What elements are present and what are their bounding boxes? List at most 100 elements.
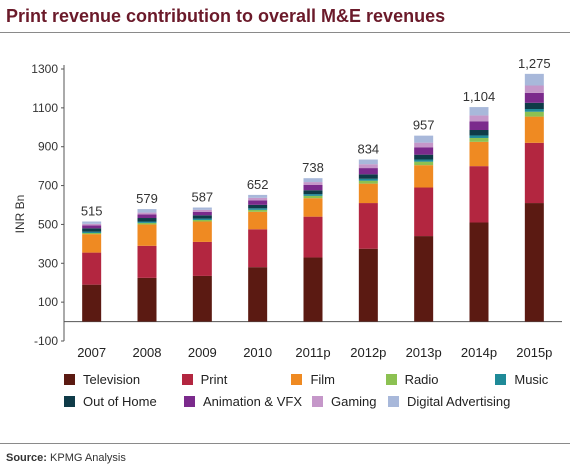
bar-segment [414, 135, 434, 143]
legend-item: Radio [385, 372, 496, 387]
bar-segment [82, 225, 102, 229]
y-tick-label: 1300 [31, 62, 58, 76]
bar-segment [82, 232, 102, 235]
bar-segment [358, 248, 378, 322]
bar-segment [524, 85, 544, 93]
bar-segment [469, 137, 489, 142]
bar-segment [248, 209, 268, 212]
legend-item: Digital Advertising [388, 394, 538, 409]
legend-swatch [181, 373, 193, 385]
bar-segment [137, 218, 157, 222]
legend-swatch [64, 395, 75, 407]
bar-segment [469, 115, 489, 122]
bar-segment [82, 228, 102, 232]
bar-segment [414, 142, 434, 148]
total-label: 834 [357, 142, 379, 157]
bar-segment [524, 116, 544, 143]
bar-segment [469, 121, 489, 131]
bar-segment [137, 209, 157, 213]
legend-item: Music [495, 372, 564, 387]
legend-label: Animation & VFX [203, 393, 302, 409]
bar-segment [303, 257, 323, 322]
y-tick-label: -100 [34, 334, 58, 348]
x-tick-label: 2012p [350, 345, 386, 360]
bar-segment [358, 180, 378, 184]
bar-segment [414, 165, 434, 188]
bar-segment [248, 211, 268, 230]
bar-segment [137, 224, 157, 246]
bar-segment [469, 166, 489, 223]
x-tick-label: 2015p [516, 345, 552, 360]
legend-swatch [64, 373, 75, 385]
y-tick-label: 900 [38, 140, 58, 154]
bar-segment [414, 236, 434, 322]
bar-segment [82, 234, 102, 253]
x-tick-label: 2014p [461, 345, 497, 360]
chart-title: Print revenue contribution to overall M&… [6, 6, 446, 26]
legend-item: Print [181, 371, 292, 387]
y-axis-title: INR Bn [13, 195, 27, 234]
bar-segment [137, 277, 157, 322]
source-note: Source: KPMG Analysis [6, 452, 126, 464]
total-label: 957 [413, 118, 435, 133]
total-label: 1,275 [518, 56, 551, 71]
bar-segment [248, 267, 268, 322]
legend-label: Television [83, 371, 141, 387]
bar-segment [82, 284, 102, 322]
bar-segment [137, 222, 157, 225]
bar-segment [524, 203, 544, 322]
legend-label: Print [200, 371, 228, 387]
bar-segment [192, 207, 212, 210]
legend-swatch [388, 395, 399, 407]
x-tick-label: 2007 [77, 345, 106, 360]
bar-segment [358, 159, 378, 165]
bar-segment [137, 214, 157, 219]
legend-label: Gaming [331, 393, 377, 409]
total-label: 738 [302, 160, 324, 175]
legend-label: Film [310, 371, 335, 387]
bar-segment [524, 142, 544, 204]
bar-segment [303, 194, 323, 196]
bar-segment [137, 245, 157, 278]
bar-segment [303, 182, 323, 185]
bar-segment [82, 231, 102, 233]
chart-legend: Television Print Film Radio Music Out of Home… [64, 368, 564, 412]
bar-segment [469, 222, 489, 322]
bar-segment [469, 130, 489, 136]
total-label: 1,104 [463, 89, 496, 104]
bar-segment [414, 147, 434, 155]
legend-row: Out of Home Animation & VFX Gaming Digital … [64, 390, 564, 412]
y-tick-label: 100 [38, 295, 58, 309]
bar-segment [248, 208, 268, 210]
x-tick-label: 2009 [188, 345, 217, 360]
x-tick-label: 2013p [406, 345, 442, 360]
legend-row: Television Print Film Radio Music [64, 368, 564, 390]
legend-item: Film [291, 372, 385, 387]
bar-segment [358, 183, 378, 204]
total-label: 587 [191, 190, 213, 205]
bar-segment [137, 212, 157, 215]
bar-segment [192, 215, 212, 219]
bar-segment [358, 164, 378, 169]
bar-segment [248, 229, 268, 268]
legend-swatch [312, 395, 323, 407]
bar-segment [524, 102, 544, 110]
bar-segment [358, 168, 378, 175]
bar-segment [469, 107, 489, 116]
bar-segment [248, 204, 268, 209]
bar-segment [192, 219, 212, 222]
x-tick-label: 2008 [133, 345, 162, 360]
bar-segment [137, 221, 157, 223]
bar-segment [469, 141, 489, 167]
bar-segment [82, 221, 102, 224]
bar-segment [192, 209, 212, 212]
y-tick-label: 700 [38, 179, 58, 193]
legend-label: Out of Home [83, 393, 157, 409]
bar-segment [303, 216, 323, 258]
title-rule [0, 32, 570, 33]
footer-rule [0, 443, 570, 444]
legend-swatch [291, 373, 303, 385]
source-text: KPMG Analysis [50, 452, 126, 464]
bar-segment [248, 200, 268, 205]
